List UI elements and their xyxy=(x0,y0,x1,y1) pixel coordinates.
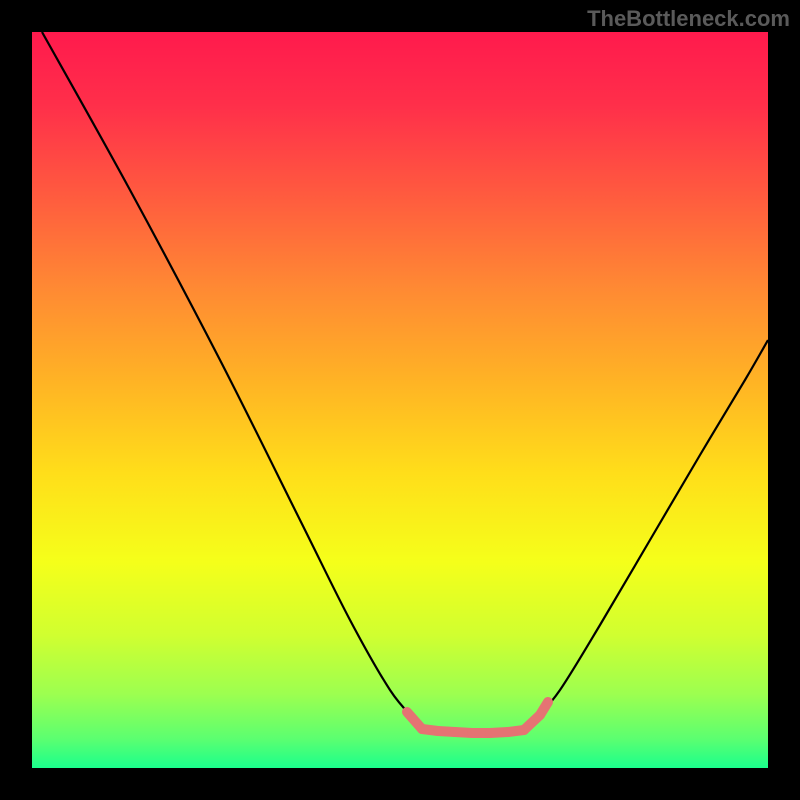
watermark-text: TheBottleneck.com xyxy=(587,6,790,32)
curve-left-branch xyxy=(42,32,415,720)
plot-area xyxy=(32,32,768,768)
curve-layer xyxy=(32,32,768,768)
curve-right-branch xyxy=(535,340,768,720)
bottom-marker xyxy=(407,702,548,733)
chart-container: TheBottleneck.com xyxy=(0,0,800,800)
